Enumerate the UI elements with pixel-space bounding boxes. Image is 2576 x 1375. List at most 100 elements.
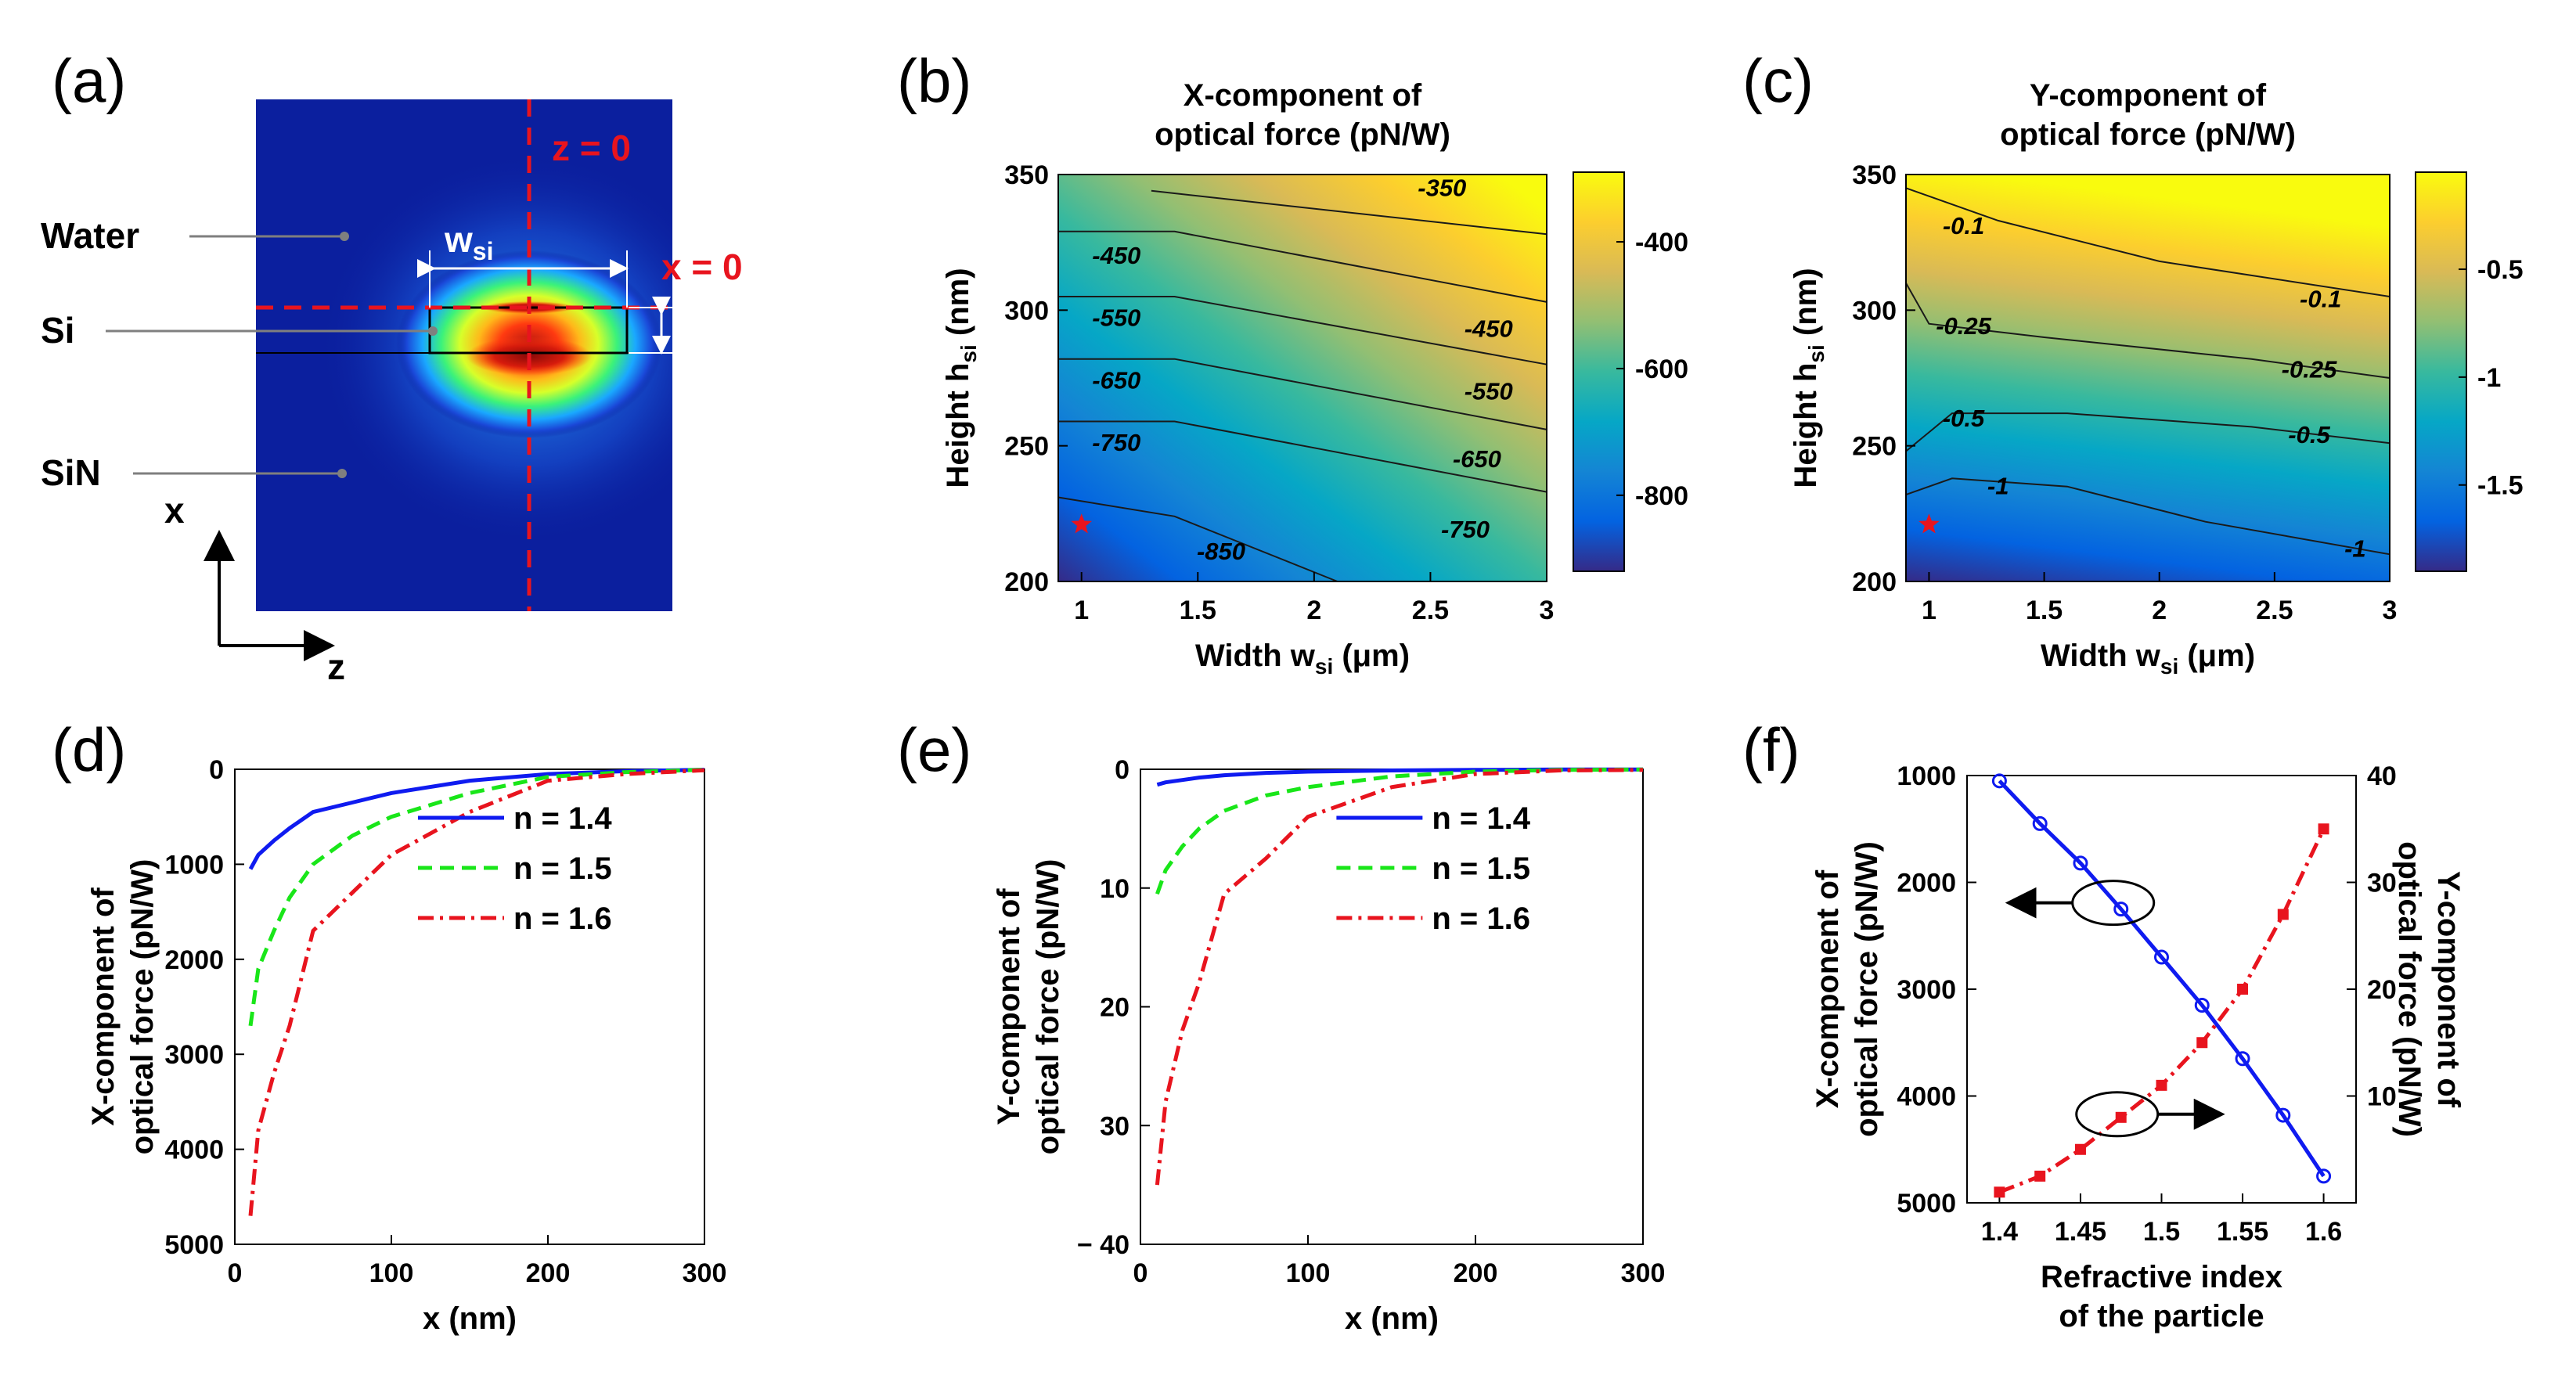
heatmap-x-force: -350 -450 -450 -550 -550 -650 -650 -750 -750 -850… xyxy=(941,78,1688,679)
panel-label-f: (f) xyxy=(1742,715,1800,784)
legend-label-1: n = 1.4 xyxy=(513,801,612,836)
plot-frame xyxy=(1966,775,2357,1204)
y-tick-label: 1000 xyxy=(164,850,224,880)
x-tick-label: 1 xyxy=(1074,596,1089,625)
contour-label: -1 xyxy=(2344,535,2366,562)
legend-label-3: n = 1.6 xyxy=(513,902,612,936)
y-right-tick-label: 10 xyxy=(2367,1082,2397,1112)
y-axis-label-line1: Y-component of xyxy=(992,888,1026,1125)
contour-label: -650 xyxy=(1092,366,1140,394)
series-line-2 xyxy=(1155,767,1644,895)
x-axis-label: x xyxy=(164,490,185,531)
x-tick-label: 300 xyxy=(683,1258,727,1288)
x-tick-label: 1.4 xyxy=(1981,1217,2018,1247)
y-axis-label-line2: optical force (pN/W) xyxy=(125,859,160,1155)
contour-label: -550 xyxy=(1465,377,1513,405)
chart-title-line2: optical force (pN/W) xyxy=(2000,117,2296,152)
colorbar xyxy=(1573,171,1625,572)
plot-frame xyxy=(1057,174,1547,582)
contour-label: -750 xyxy=(1441,516,1490,543)
contour-line xyxy=(1905,283,2390,379)
hsi-label: hsi xyxy=(707,311,750,358)
panel-label-b: (b) xyxy=(897,46,971,115)
colorbar-tick-label: -400 xyxy=(1635,228,1688,257)
y-tick-label: 350 xyxy=(1852,160,1897,190)
y-right-tick-label: 20 xyxy=(2367,975,2397,1005)
series-line-left xyxy=(1998,779,2326,1178)
series-line-3 xyxy=(1155,768,1644,1186)
contour-line xyxy=(1057,496,1338,582)
y-right-tick-label: 30 xyxy=(2367,869,2397,898)
x-tick-label: 200 xyxy=(526,1258,571,1288)
contour-label: -850 xyxy=(1197,538,1245,565)
data-point-left xyxy=(2154,949,2169,965)
y-tick-label: 250 xyxy=(1004,432,1049,462)
y-tick-label: 3000 xyxy=(164,1040,224,1070)
panel-label-c: (c) xyxy=(1742,46,1814,115)
chart-title-line1: Y-component of xyxy=(2030,78,2267,113)
data-point-right xyxy=(2277,909,2289,920)
y-left-tick-label: 2000 xyxy=(1897,869,1956,898)
contour-label: -0.5 xyxy=(1943,405,1985,432)
x-tick-label: 1.55 xyxy=(2217,1217,2268,1247)
colorbar xyxy=(2415,171,2467,572)
colorbar-tick-label: -600 xyxy=(1635,355,1688,384)
contour-line xyxy=(1905,477,2390,556)
x-tick-label: 1.5 xyxy=(2026,596,2063,625)
y-left-tick-label: 1000 xyxy=(1897,761,1956,791)
data-point-left xyxy=(2316,1168,2332,1184)
panel-label-e: (e) xyxy=(897,715,971,784)
y-tick-label: 0 xyxy=(1115,755,1129,785)
heatmap-field-b xyxy=(1058,175,1547,581)
wsi-label: wsi xyxy=(444,219,493,265)
y-right-axis-label-line1: Y-component of xyxy=(2431,871,2466,1108)
contour-line xyxy=(1905,187,2390,297)
x-tick-label: 2 xyxy=(1306,596,1321,625)
y-tick-label: 10 xyxy=(1100,874,1129,904)
series-line-1 xyxy=(1156,767,1644,787)
y-tick-label: 0 xyxy=(209,755,224,785)
data-point-left xyxy=(2194,997,2210,1013)
x-tick-label: 1.6 xyxy=(2305,1217,2342,1247)
data-point-right xyxy=(2034,1170,2046,1182)
sin-label: SiN xyxy=(41,452,101,493)
colorbar-tick-label: -800 xyxy=(1635,481,1688,511)
x-tick-label: 0 xyxy=(1133,1258,1148,1288)
operating-point-star-marker xyxy=(1918,513,1940,534)
contour-label: -0.25 xyxy=(2282,356,2337,383)
data-point-left xyxy=(2032,815,2048,831)
data-point-left xyxy=(2235,1051,2250,1067)
data-point-left xyxy=(2113,902,2129,917)
y-tick-label: 5000 xyxy=(164,1230,224,1260)
series-line-3 xyxy=(248,768,705,1216)
plot-frame xyxy=(234,768,705,1245)
contour-label: -0.1 xyxy=(2300,285,2341,312)
line-chart-force-vs-index: 1.4 1.45 1.5 1.55 1.6 1000 2000 3000 4000 5000 10 2… xyxy=(1810,761,2466,1334)
waveguide-mode-diagram: z = 0 x = 0 wsi hsi Water Si SiN x z xyxy=(41,99,750,687)
y-tick-label: 350 xyxy=(1004,160,1049,190)
y-axis-label: Height hsi (nm) xyxy=(1789,268,1828,488)
y-right-axis-label-line2: optical force (pN/W) xyxy=(2392,841,2426,1137)
x-tick-label: 3 xyxy=(1540,596,1555,625)
x-tick-label: 1.5 xyxy=(2143,1217,2180,1247)
plot-frame xyxy=(1905,174,2390,582)
y-left-tick-label: 5000 xyxy=(1897,1189,1956,1218)
contour-label: -0.5 xyxy=(2288,421,2330,448)
data-point-left xyxy=(2073,855,2088,871)
legend-label-2: n = 1.5 xyxy=(1432,851,1530,886)
series-line-2 xyxy=(248,768,705,1027)
y-right-tick-label: 40 xyxy=(2367,761,2397,791)
y-tick-label: 20 xyxy=(1100,993,1129,1023)
y-axis-label-line1: X-component of xyxy=(86,887,121,1126)
contour-label: -350 xyxy=(1418,174,1466,201)
contour-label: -650 xyxy=(1453,445,1501,473)
contour-line xyxy=(1058,230,1547,303)
contour-label: -450 xyxy=(1465,315,1513,343)
y-tick-label: 200 xyxy=(1852,567,1897,597)
contour-label: -450 xyxy=(1092,242,1140,269)
water-label: Water xyxy=(41,215,139,256)
x-axis-label: x (nm) xyxy=(1345,1301,1439,1336)
chart-title-line1: X-component of xyxy=(1184,78,1422,113)
data-point-right xyxy=(2196,1037,2208,1049)
